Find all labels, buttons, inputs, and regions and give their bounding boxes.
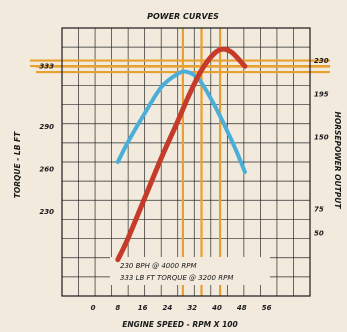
x-axis-label: ENGINE SPEED - RPM X 100 (122, 320, 237, 329)
y-tick-label-right: 75 (314, 205, 324, 213)
y-tick-label-left: 290 (39, 123, 54, 131)
series-line-horsepower (115, 46, 248, 263)
y-axis-label-left: TORQUE - LB FT (13, 131, 22, 198)
y-axis-label-right: HORSEPOWER OUTPUT (333, 112, 342, 210)
x-tick-label: 16 (138, 304, 148, 312)
x-tick-label: 56 (262, 304, 272, 312)
x-tick-label: 48 (237, 304, 247, 312)
y-tick-label-left: 333 (39, 63, 54, 71)
y-tick-label-right: 150 (314, 134, 329, 142)
x-tick-label: 40 (212, 304, 222, 312)
tick-labels: 0 8 16 24 32 40 48 56 230 260 290 333 50 75 150 195 230 (39, 57, 328, 312)
x-tick-label: 8 (115, 304, 120, 312)
y-tick-label-right: 50 (314, 229, 324, 237)
x-tick-label: 24 (163, 304, 173, 312)
x-tick-label: 32 (187, 304, 197, 312)
annotation-box (110, 257, 270, 285)
x-tick-label: 0 (91, 304, 96, 312)
y-tick-label-left: 260 (39, 166, 54, 174)
y-tick-label-right: 230 (314, 57, 329, 65)
chart-title: POWER CURVES (147, 12, 219, 21)
series-line-torque (115, 69, 247, 174)
series-layer (115, 46, 248, 263)
plot-frame (61, 27, 311, 297)
y-tick-label-right: 195 (314, 91, 329, 99)
y-tick-label-left: 230 (39, 208, 54, 216)
annotation-line-1: 230 BPH @ 4000 RPM (120, 262, 197, 270)
annotation-line-2: 333 LB FT TORQUE @ 3200 RPM (120, 274, 233, 282)
